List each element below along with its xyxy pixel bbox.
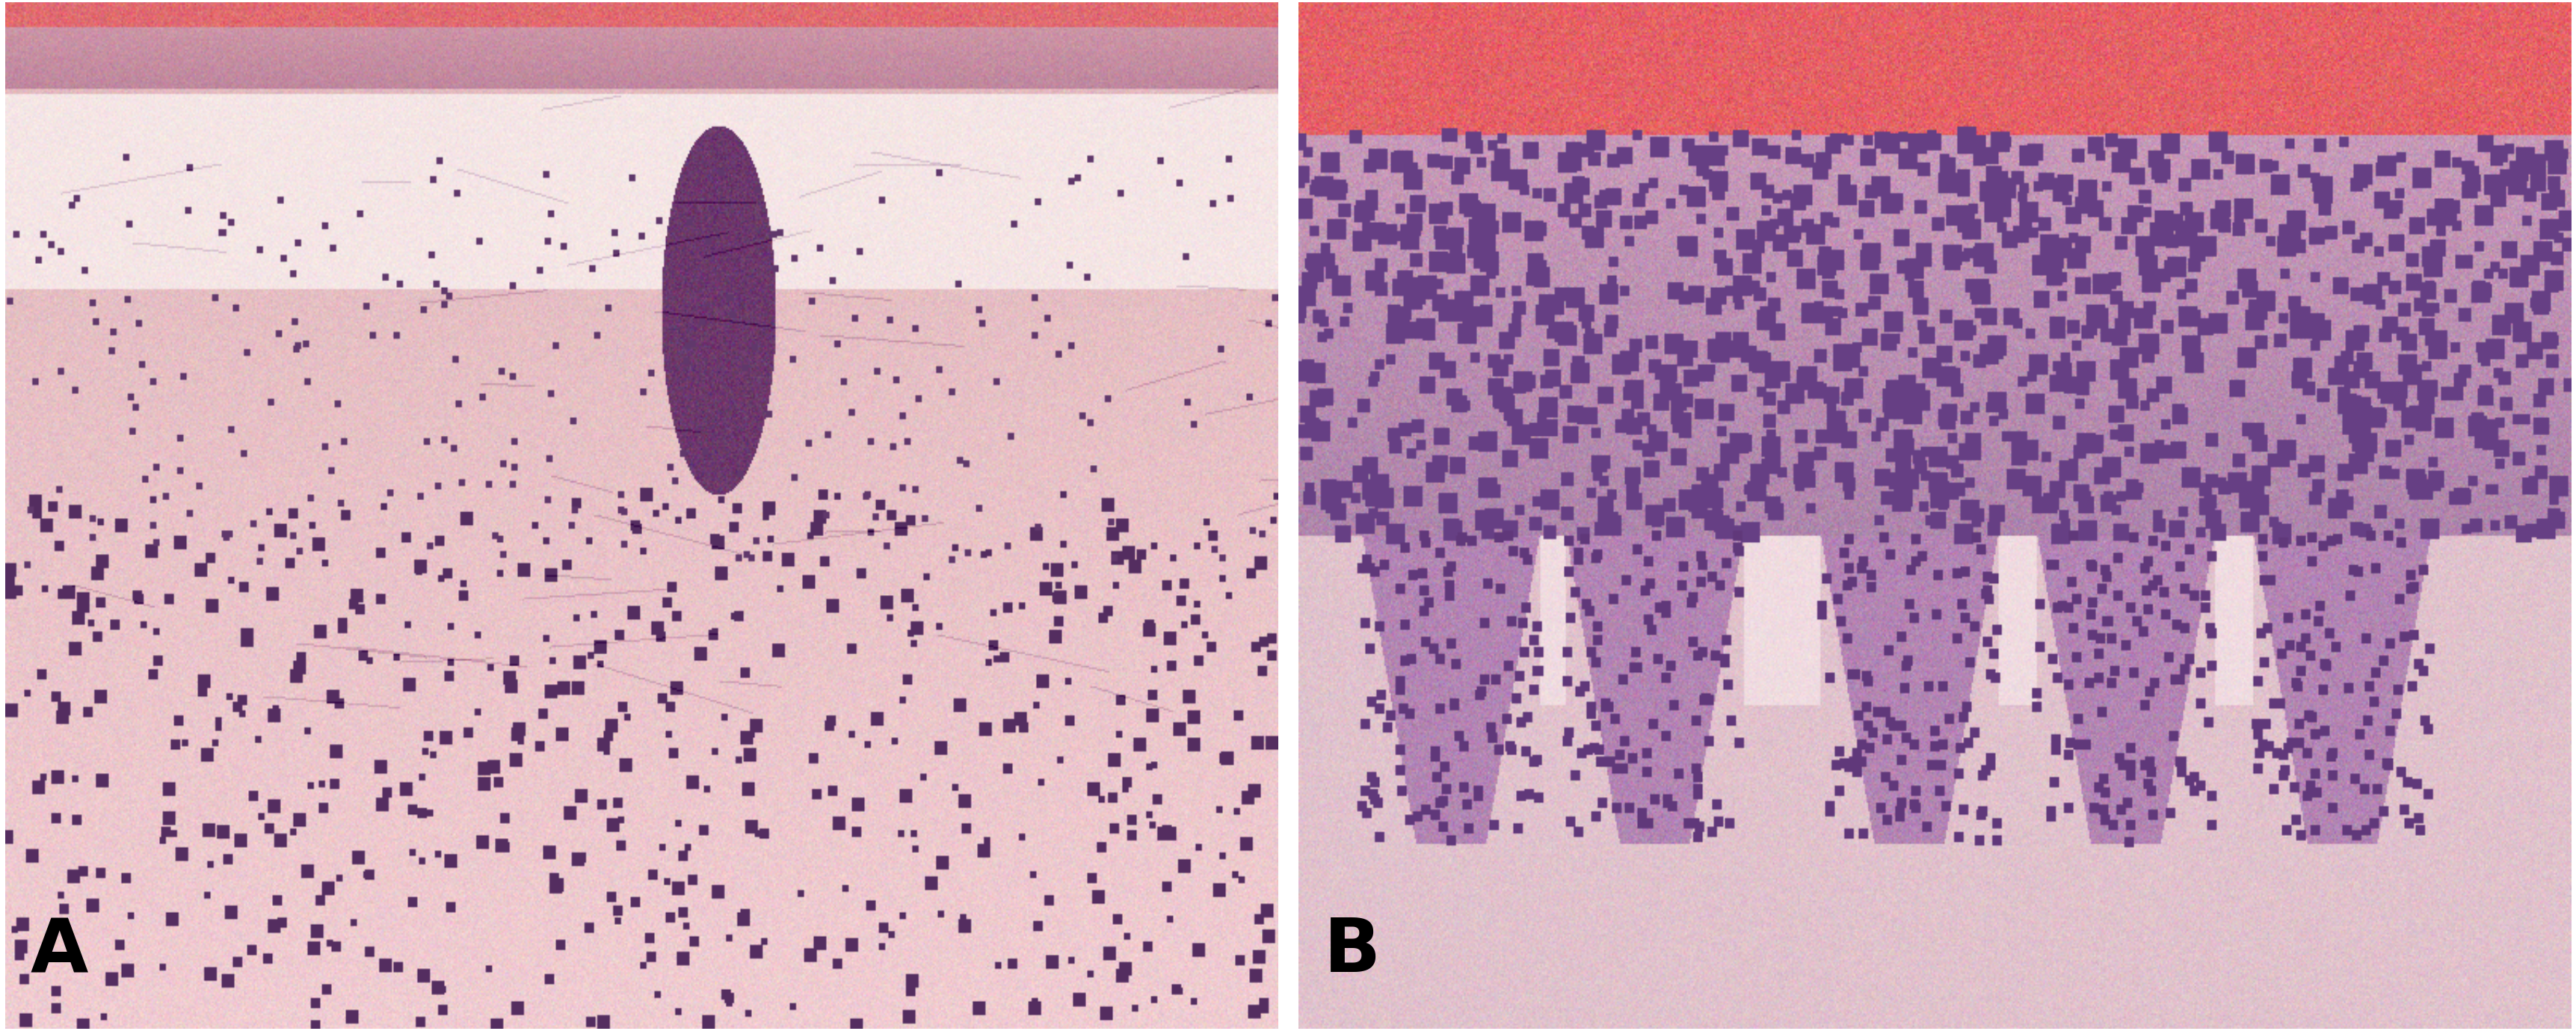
- Text: A: A: [31, 916, 88, 988]
- Text: B: B: [1324, 916, 1381, 988]
